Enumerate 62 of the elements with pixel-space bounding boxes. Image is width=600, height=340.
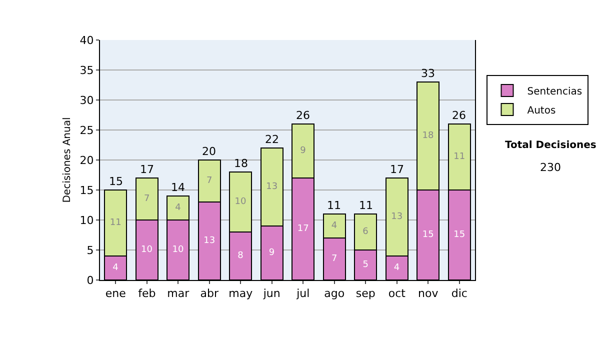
total-label: 20: [202, 145, 216, 158]
x-tick-label: ene: [105, 287, 126, 300]
data-label: 9: [268, 248, 275, 258]
data-label: 13: [266, 182, 278, 192]
text: 230: [540, 161, 561, 174]
data-label: 4: [331, 221, 338, 231]
legend-label: Autos: [527, 105, 556, 116]
data-label: 11: [454, 152, 466, 162]
data-label: 13: [391, 212, 403, 222]
legend-label: Sentencias: [527, 86, 582, 98]
data-label: 4: [112, 263, 119, 273]
total-label: 11: [359, 199, 373, 212]
data-label: 7: [206, 176, 212, 186]
y-axis-title: Decisiones Anual: [62, 117, 73, 203]
data-label: 13: [204, 236, 216, 246]
data-label: 15: [454, 230, 466, 240]
y-tick-label: 5: [86, 244, 94, 257]
y-tick-label: 40: [80, 34, 94, 47]
y-tick-label: 15: [80, 184, 94, 197]
data-label: 10: [141, 245, 153, 255]
data-label: 7: [332, 254, 338, 264]
data-label: 18: [422, 131, 434, 141]
x-tick-label: dic: [451, 287, 468, 300]
data-label: 10: [172, 245, 184, 255]
y-tick-label: 30: [80, 94, 94, 107]
x-tick-label: feb: [138, 287, 156, 300]
data-label: 9: [300, 146, 306, 156]
y-tick-label: 25: [80, 124, 94, 137]
total-label: 26: [452, 109, 466, 122]
x-tick-label: jul: [296, 287, 310, 300]
text: Total Decisiones: [505, 140, 596, 151]
data-label: 8: [238, 251, 244, 261]
total-label: 33: [421, 67, 435, 80]
x-tick-label: sep: [356, 287, 376, 300]
data-label: 15: [422, 230, 434, 240]
data-label: 5: [362, 260, 368, 270]
total-label: 11: [327, 199, 341, 212]
y-tick-label: 10: [80, 214, 94, 227]
total-label: 17: [390, 163, 404, 176]
total-label: 18: [234, 157, 248, 170]
x-tick-label: abr: [200, 287, 219, 300]
x-tick-label: oct: [388, 287, 406, 300]
data-label: 4: [394, 263, 400, 273]
x-tick-label: ago: [324, 287, 345, 300]
total-label: 14: [171, 181, 185, 194]
y-tick-label: 20: [80, 154, 94, 167]
data-label: 4: [175, 203, 182, 213]
x-tick-label: may: [228, 287, 254, 300]
x-tick-label: jun: [262, 287, 280, 300]
total-label: 15: [109, 175, 123, 188]
data-label: 7: [144, 194, 150, 204]
total-label: 17: [140, 163, 154, 176]
x-tick-label: nov: [418, 287, 439, 300]
data-label: 11: [110, 218, 122, 228]
y-tick-label: 0: [86, 274, 94, 287]
data-label: 17: [297, 224, 309, 234]
total-label: 22: [265, 133, 279, 146]
x-tick-label: mar: [167, 287, 190, 300]
data-label: 10: [234, 197, 246, 207]
data-label: 6: [362, 227, 369, 237]
total-label: 26: [296, 109, 310, 122]
y-tick-label: 35: [80, 64, 94, 77]
